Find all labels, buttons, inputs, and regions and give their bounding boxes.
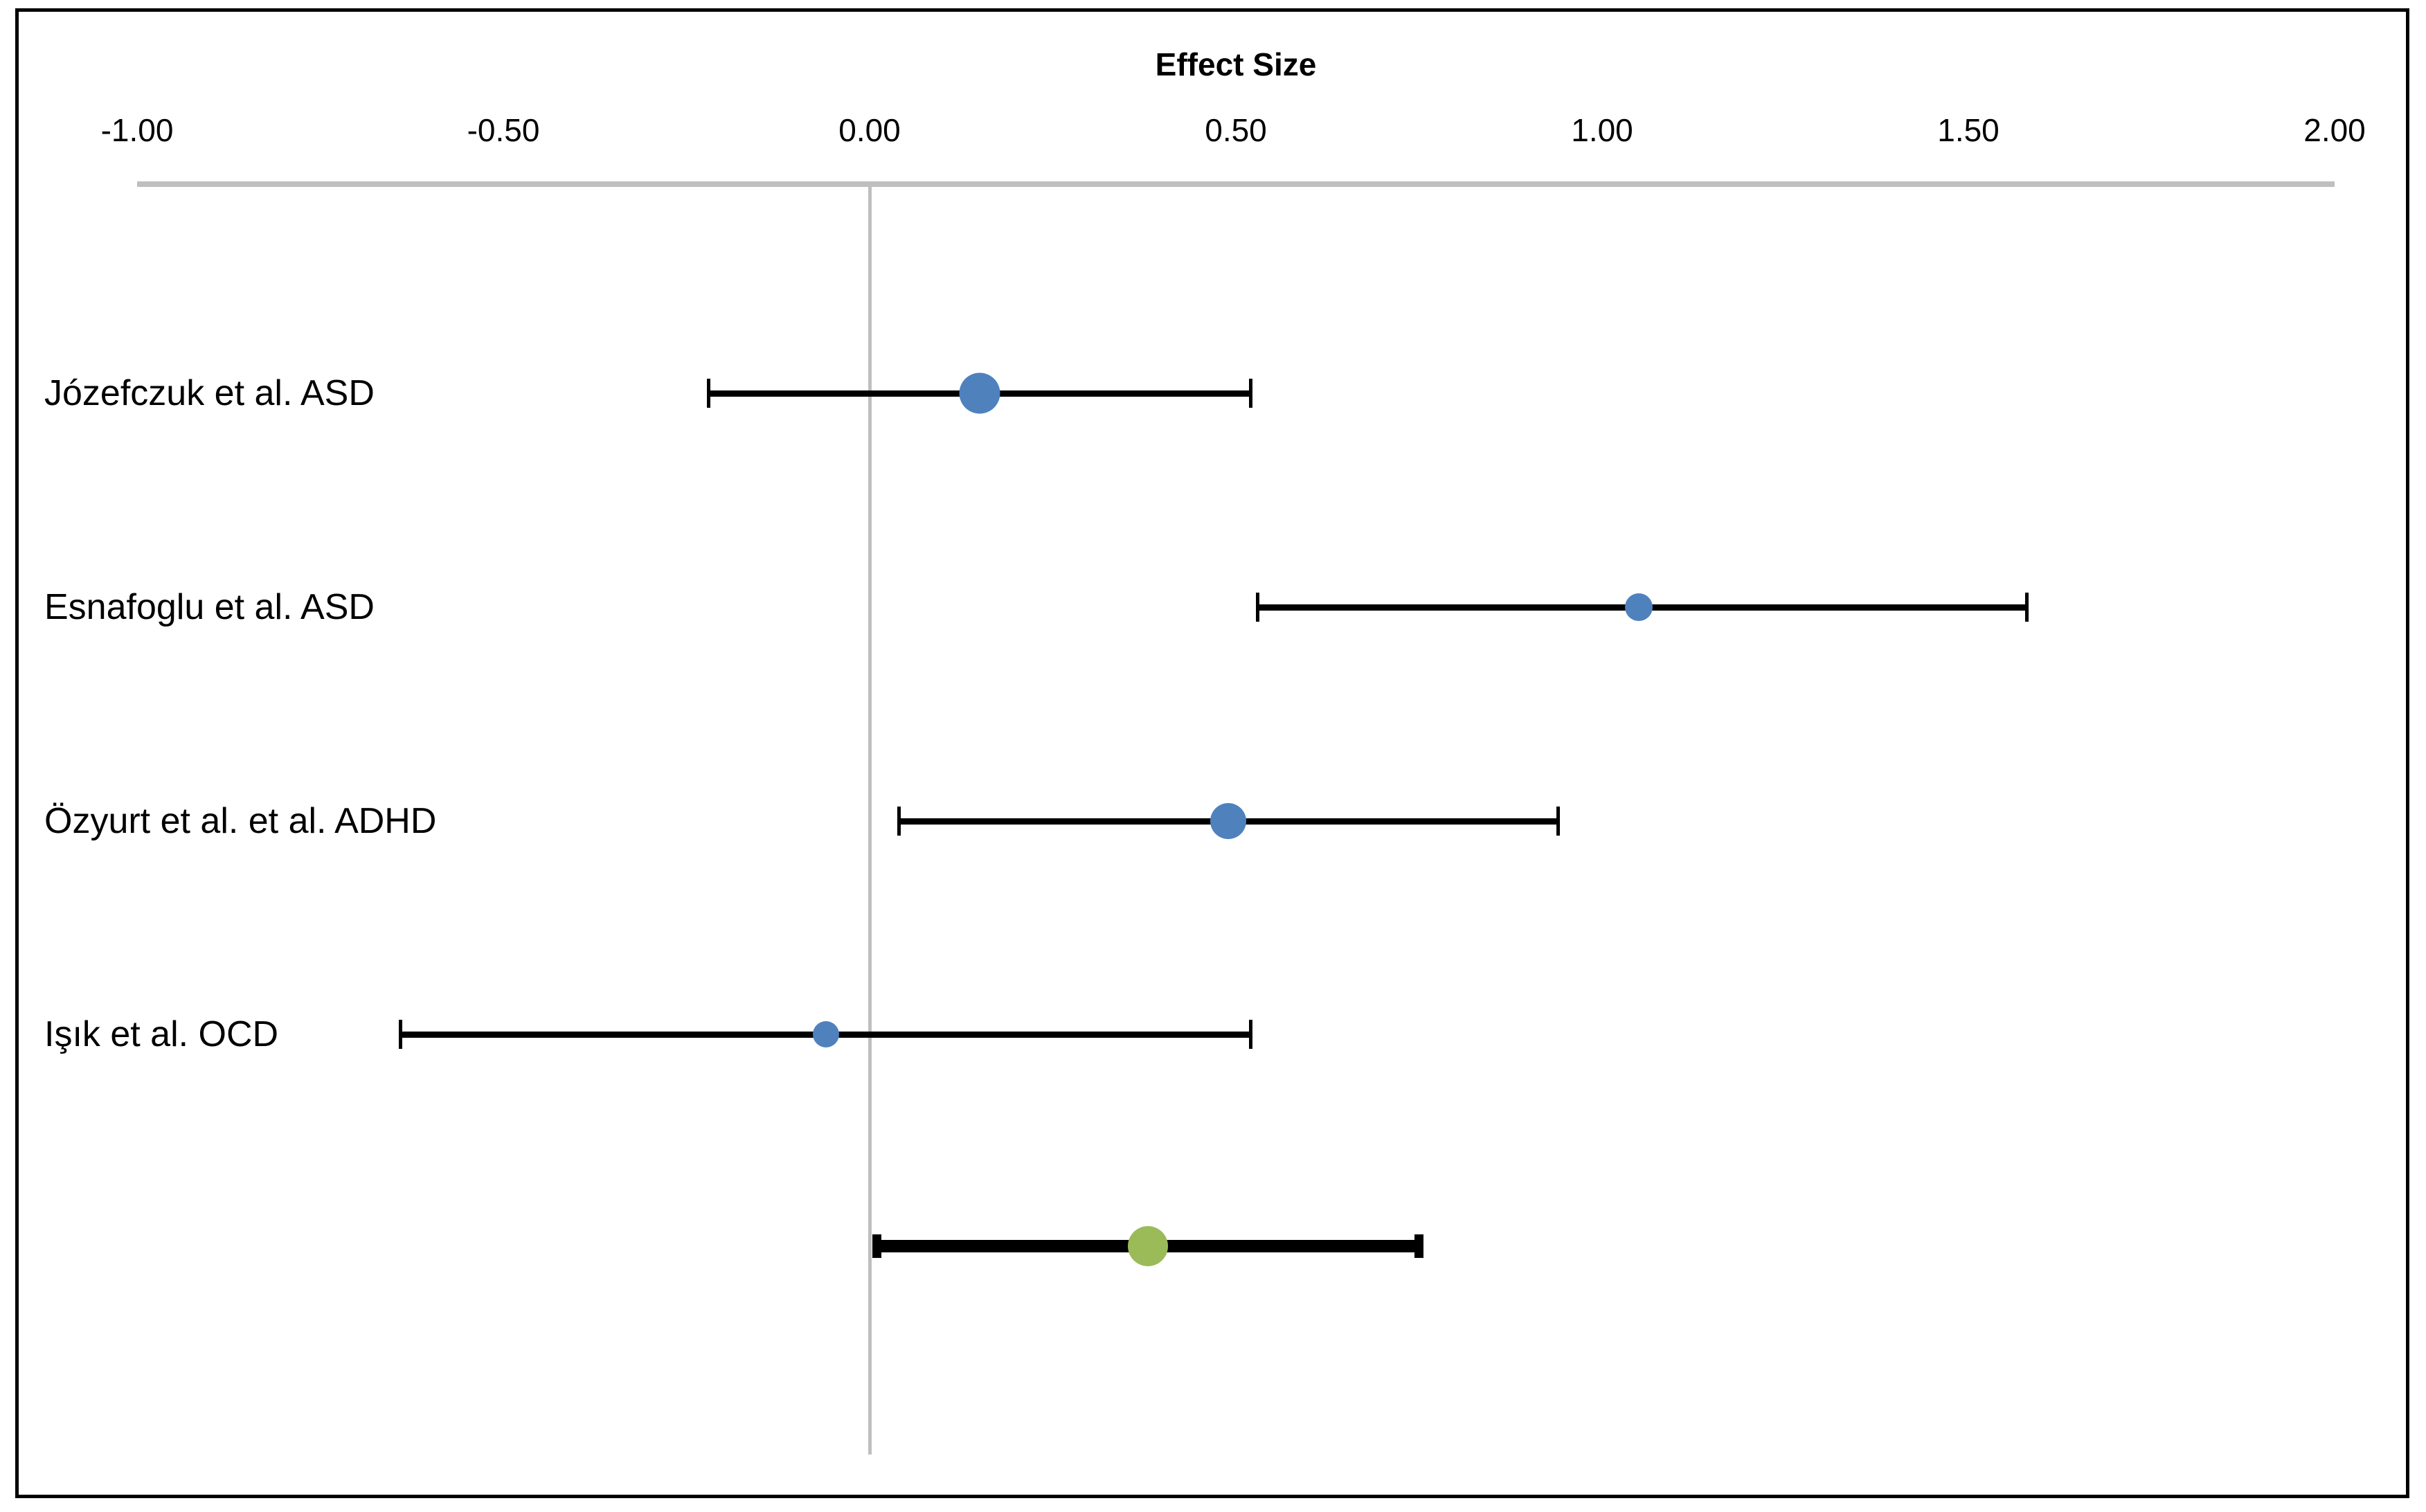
- zero-gridline: [868, 184, 872, 1455]
- study-label: Józefczuk et al. ASD: [44, 373, 375, 413]
- summary-ci-cap-high: [1414, 1234, 1423, 1258]
- chart-border: [15, 8, 2409, 1498]
- study-point-marker: [1210, 803, 1247, 839]
- study-ci-cap-low: [1256, 593, 1260, 622]
- x-axis-line: [137, 181, 2335, 187]
- study-ci-cap-high: [1556, 807, 1561, 836]
- x-tick-label: 1.50: [1937, 112, 2000, 148]
- study-point-marker: [959, 372, 1000, 414]
- x-tick-label: 0.50: [1205, 112, 1267, 148]
- study-ci-cap-high: [1248, 1020, 1252, 1049]
- study-point-marker: [812, 1021, 839, 1047]
- study-label: Esnafoglu et al. ASD: [44, 587, 375, 627]
- study-ci-cap-low: [897, 807, 901, 836]
- x-tick-label: -0.50: [467, 112, 540, 148]
- study-ci-cap-low: [399, 1020, 403, 1049]
- study-point-marker: [1624, 593, 1653, 621]
- x-tick-label: 2.00: [2303, 112, 2366, 148]
- study-ci-cap-low: [706, 379, 710, 408]
- study-label: Işık et al. OCD: [44, 1014, 279, 1054]
- summary-point-marker: [1128, 1226, 1169, 1266]
- study-ci-cap-high: [1248, 379, 1252, 408]
- chart-title: Effect Size: [1155, 46, 1317, 82]
- x-tick-label: 0.00: [838, 112, 901, 148]
- x-tick-label: -1.00: [100, 112, 174, 148]
- study-ci-cap-high: [2025, 593, 2029, 622]
- summary-ci-cap-low: [872, 1234, 882, 1258]
- x-tick-label: 1.00: [1571, 112, 1633, 148]
- study-label: Özyurt et al. et al. ADHD: [44, 801, 437, 841]
